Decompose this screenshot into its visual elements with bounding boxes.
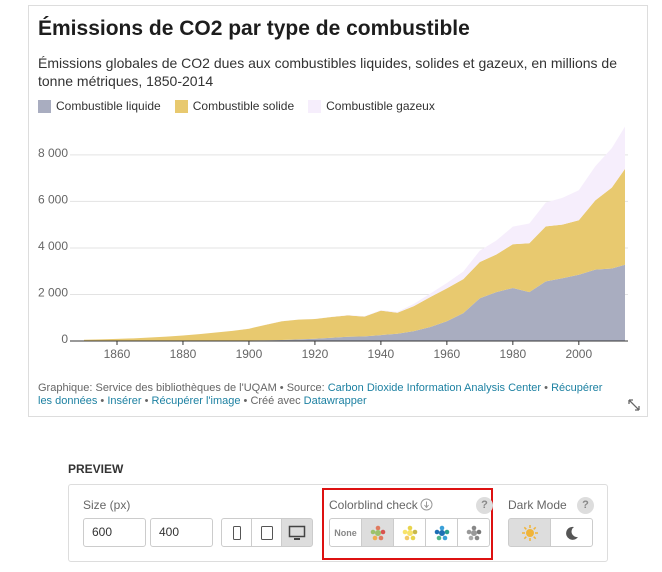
separator: • [243, 395, 248, 407]
colorblind-icon [370, 525, 385, 540]
data-link[interactable]: Récupérer les données [38, 382, 603, 407]
colorblind-label: Colorblind check [329, 498, 418, 512]
legend-swatch [174, 99, 188, 113]
image-link[interactable]: Récupérer l'image [151, 395, 241, 407]
separator: • [544, 382, 549, 394]
colorblind-none-button[interactable]: None [329, 518, 362, 547]
source-label: Source: [286, 382, 325, 394]
mobile-button[interactable] [221, 518, 252, 547]
preview-label: PREVIEW [68, 462, 124, 476]
legend-item: Combustible gazeux [308, 99, 435, 113]
x-tick-label: 1960 [434, 347, 461, 361]
embed-link[interactable]: Insérer [107, 395, 142, 407]
colorblind-button[interactable] [425, 518, 458, 547]
colorblind-icon [466, 525, 481, 540]
dark-mode-label: Dark Mode [508, 498, 567, 512]
credit: Graphique: Service des bibliothèques de … [38, 382, 277, 394]
colorblind-icon [434, 525, 449, 540]
x-tick-label: 1920 [302, 347, 329, 361]
legend: Combustible liquide Combustible solide Com… [38, 99, 435, 113]
x-tick-label: 1940 [368, 347, 395, 361]
legend-swatch [38, 99, 51, 113]
legend-label: Combustible solide [192, 99, 295, 113]
colorblind-button[interactable] [457, 518, 490, 547]
source-link[interactable]: Carbon Dioxide Information Analysis Cent… [327, 382, 542, 394]
highlight-box [322, 488, 493, 560]
dark-mode-button[interactable] [550, 518, 593, 547]
light-mode-button[interactable] [508, 518, 551, 547]
made-with: Créé avec [250, 395, 301, 407]
colorblind-button[interactable] [361, 518, 394, 547]
y-tick-label: 2 000 [38, 286, 68, 300]
x-tick-label: 1900 [236, 347, 263, 361]
separator: • [144, 395, 149, 407]
area [84, 126, 625, 340]
desktop-button[interactable] [281, 518, 313, 547]
x-tick-label: 1980 [499, 347, 526, 361]
legend-label: Combustible gazeux [326, 99, 435, 113]
chart-title: Émissions de CO2 par type de combustible [38, 17, 470, 40]
size-label: Size (px) [83, 498, 131, 512]
help-icon[interactable]: ? [476, 497, 493, 514]
legend-label: Combustible liquide [56, 99, 161, 113]
chart: 0 2 000 4 000 6 000 8 000 1860 1880 1900 1920 194… [38, 126, 628, 361]
separator: • [100, 395, 105, 407]
colorblind-icon [402, 525, 417, 540]
chart-subtitle: Émissions globales de CO2 dues aux combu… [38, 55, 617, 89]
chart-card [28, 5, 648, 417]
area [84, 168, 625, 341]
y-tick-label: 8 000 [38, 146, 68, 160]
colorblind-button[interactable] [393, 518, 426, 547]
y-tick-label: 6 000 [38, 193, 68, 207]
info-icon [420, 498, 433, 511]
legend-item: Combustible liquide [38, 99, 161, 113]
legend-swatch [308, 99, 322, 113]
x-tick-label: 1860 [104, 347, 131, 361]
y-tick-label: 4 000 [38, 239, 68, 253]
expand-icon[interactable] [626, 397, 642, 413]
chart-footer: Graphique: Service des bibliothèques de … [38, 382, 618, 408]
width-input[interactable]: 600 [83, 518, 146, 547]
legend-item: Combustible solide [174, 99, 295, 113]
help-icon[interactable]: ? [577, 497, 594, 514]
x-tick-label: 1880 [170, 347, 197, 361]
height-input[interactable]: 400 [150, 518, 213, 547]
y-tick-label: 0 [61, 332, 68, 346]
preview-panel [68, 484, 608, 562]
area [84, 264, 625, 341]
x-tick-label: 2000 [565, 347, 592, 361]
tablet-button[interactable] [251, 518, 282, 547]
separator: • [279, 382, 284, 394]
tool-link[interactable]: Datawrapper [303, 395, 367, 407]
